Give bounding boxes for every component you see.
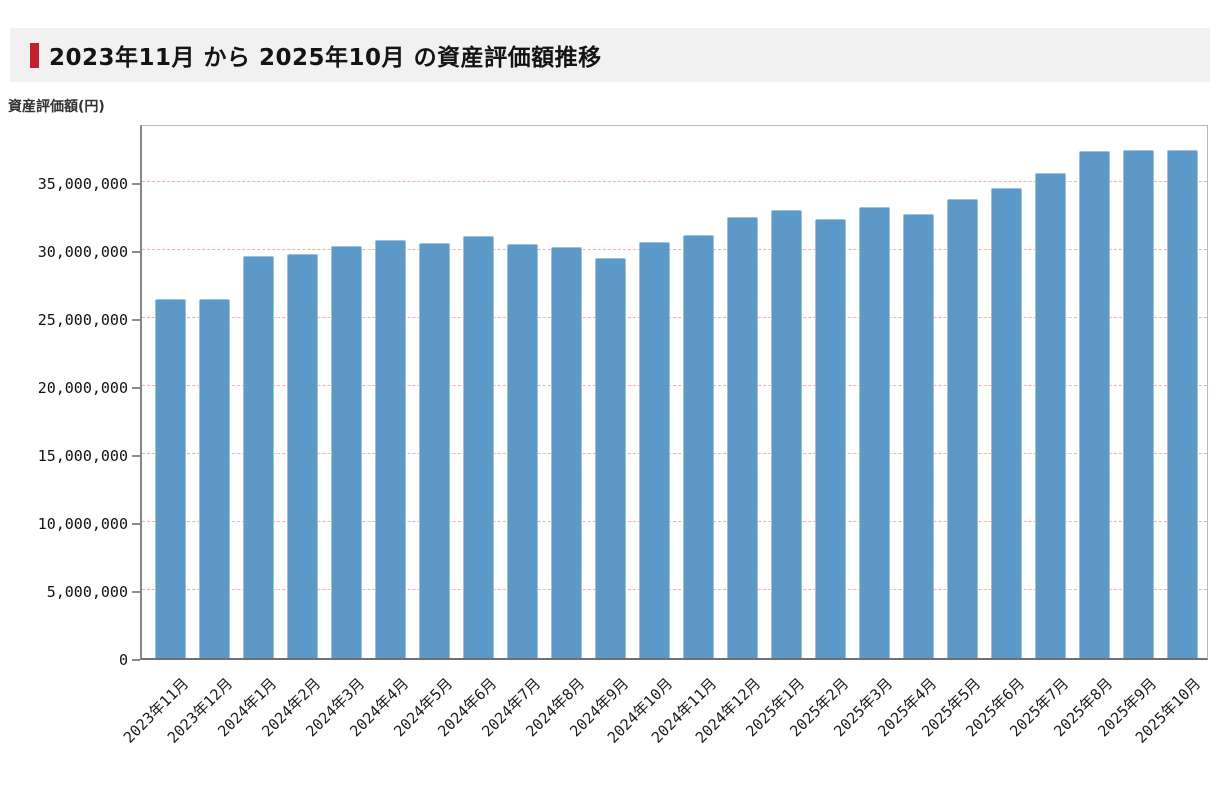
y-axis-tick-labels: 0 5,000,000 10,000,000 15,000,000 20,000,000… — [0, 125, 128, 669]
bar — [418, 243, 450, 658]
y-tick-mark — [132, 454, 140, 457]
y-tick-mark — [132, 318, 140, 321]
bar — [330, 245, 362, 658]
gridline — [142, 588, 1207, 590]
bar — [682, 234, 714, 658]
bar — [594, 258, 626, 658]
bar — [726, 216, 758, 658]
y-tick-label: 5,000,000 — [46, 582, 128, 601]
y-tick-label: 15,000,000 — [37, 446, 128, 465]
plot-area — [140, 125, 1208, 660]
bar — [814, 218, 846, 658]
bar — [770, 210, 802, 658]
bar — [242, 256, 274, 658]
page-title: 2023年11月 から 2025年10月 の資産評価額推移 — [49, 45, 602, 71]
bar — [638, 242, 670, 658]
bar — [154, 299, 186, 658]
y-tick-mark — [132, 590, 140, 593]
bar — [374, 240, 406, 658]
bar — [550, 246, 582, 658]
gridline — [142, 384, 1207, 386]
x-axis-tick-labels: 2023年11月 2023年12月 2024年1月 2024年2月 2024年3月 202… — [120, 660, 1208, 780]
y-tick-label: 0 — [118, 651, 128, 669]
bar — [462, 236, 494, 658]
y-tick-mark — [132, 386, 140, 389]
bar — [506, 244, 538, 658]
bar — [1122, 150, 1154, 658]
y-tick-mark — [132, 182, 140, 185]
title-bar: 2023年11月 から 2025年10月 の資産評価額推移 — [10, 28, 1210, 82]
bar — [946, 199, 978, 658]
y-tick-label: 20,000,000 — [37, 378, 128, 397]
y-tick-mark — [132, 250, 140, 253]
bar — [902, 214, 934, 658]
gridline — [142, 248, 1207, 250]
y-tick-mark — [132, 522, 140, 525]
bar — [990, 188, 1022, 658]
title-accent-bar — [30, 42, 39, 68]
bar — [1166, 149, 1198, 658]
y-tick-label: 35,000,000 — [37, 174, 128, 193]
y-tick-label: 30,000,000 — [37, 242, 128, 261]
y-tick-mark — [132, 659, 140, 661]
bar — [858, 206, 890, 658]
bar — [198, 298, 230, 658]
y-tick-label: 25,000,000 — [37, 310, 128, 329]
gridline — [142, 180, 1207, 182]
gridline — [142, 520, 1207, 522]
y-axis-title: 資産評価額(円) — [8, 99, 105, 115]
bar — [1078, 150, 1110, 658]
y-tick-label: 10,000,000 — [37, 514, 128, 533]
bar — [286, 253, 318, 658]
gridline — [142, 316, 1207, 318]
gridline — [142, 452, 1207, 454]
bar — [1034, 173, 1066, 658]
y-axis-tick-marks — [132, 125, 140, 661]
